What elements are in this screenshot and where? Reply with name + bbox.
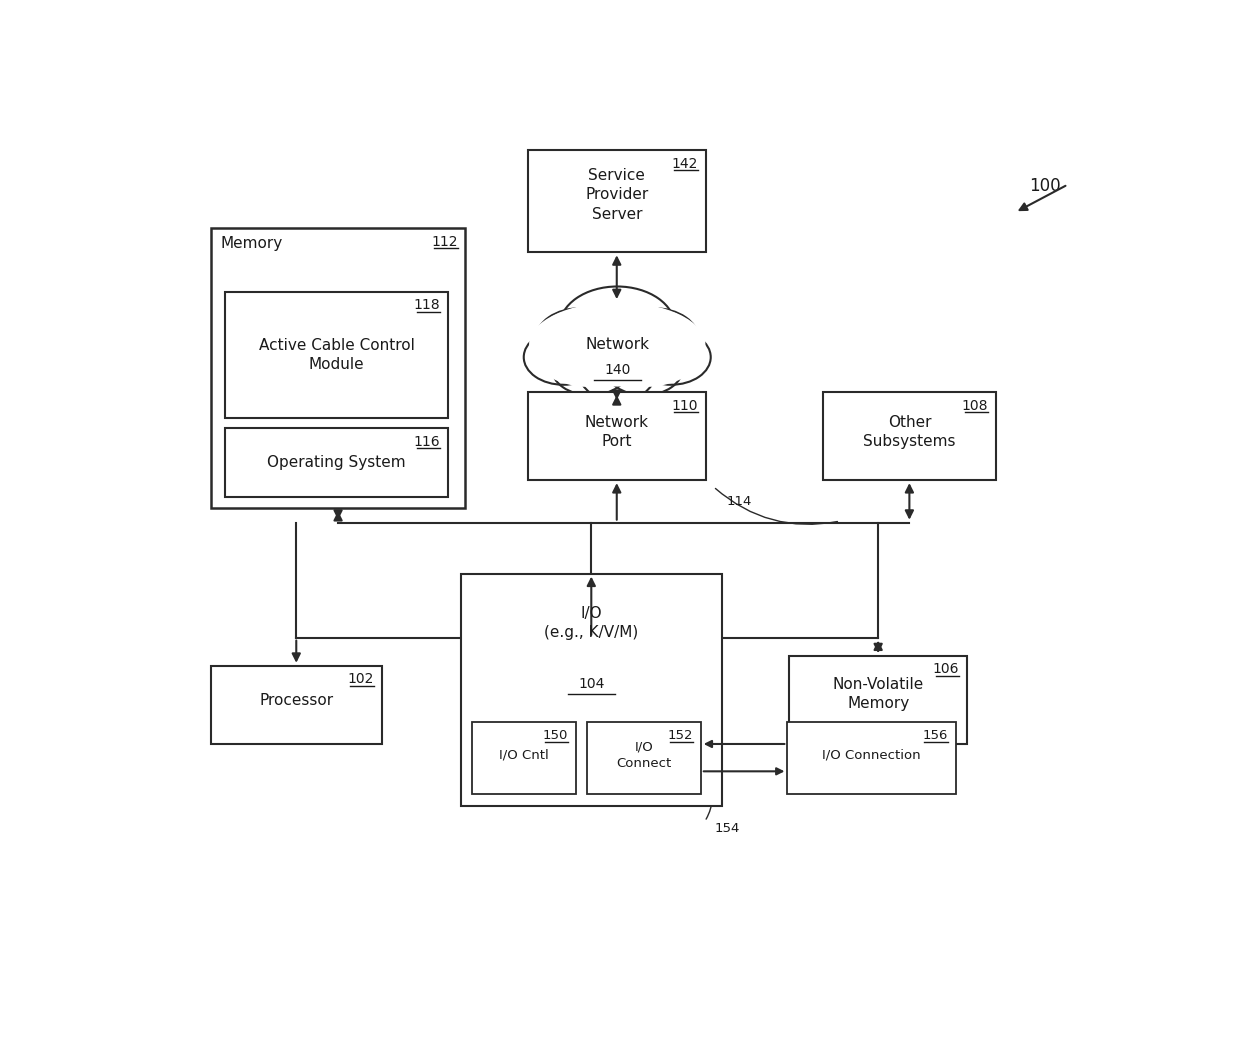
Ellipse shape <box>559 286 675 367</box>
Text: Active Cable Control
Module: Active Cable Control Module <box>259 337 414 372</box>
Text: 152: 152 <box>667 729 693 742</box>
Text: 100: 100 <box>1029 176 1061 194</box>
Text: 110: 110 <box>672 399 698 413</box>
Text: 140: 140 <box>604 363 630 377</box>
Ellipse shape <box>536 308 626 371</box>
Text: 154: 154 <box>714 821 740 835</box>
Bar <box>460 574 722 805</box>
Bar <box>226 292 448 418</box>
Ellipse shape <box>631 329 711 385</box>
Ellipse shape <box>552 342 629 395</box>
Ellipse shape <box>523 329 603 385</box>
Bar <box>472 722 575 794</box>
Text: 156: 156 <box>923 729 947 742</box>
Text: 104: 104 <box>578 677 604 691</box>
Text: 102: 102 <box>347 672 374 686</box>
Bar <box>823 392 996 481</box>
Bar <box>787 722 956 794</box>
Text: Network
Port: Network Port <box>585 415 649 449</box>
Ellipse shape <box>580 349 655 401</box>
Text: I/O
Connect: I/O Connect <box>616 740 672 770</box>
Bar <box>588 722 701 794</box>
Bar <box>528 392 706 481</box>
Text: Network: Network <box>585 337 650 352</box>
Text: 114: 114 <box>727 495 753 509</box>
Bar <box>789 656 967 744</box>
Text: Service
Provider
Server: Service Provider Server <box>585 168 649 221</box>
Text: Other
Subsystems: Other Subsystems <box>863 415 956 449</box>
Text: 112: 112 <box>432 235 458 249</box>
Bar <box>226 429 448 497</box>
Ellipse shape <box>533 318 644 387</box>
Text: 108: 108 <box>962 399 988 413</box>
Ellipse shape <box>529 302 706 386</box>
Text: I/O Connection: I/O Connection <box>822 748 921 762</box>
Ellipse shape <box>605 342 683 395</box>
Text: I/O
(e.g., K/V/M): I/O (e.g., K/V/M) <box>544 606 639 639</box>
Text: 142: 142 <box>672 157 698 170</box>
Text: 150: 150 <box>543 729 568 742</box>
Text: 118: 118 <box>414 298 440 312</box>
Ellipse shape <box>591 318 701 387</box>
Text: Operating System: Operating System <box>268 455 405 470</box>
Bar <box>528 151 706 252</box>
Bar <box>211 665 382 744</box>
Text: Processor: Processor <box>259 693 334 708</box>
Text: 116: 116 <box>414 435 440 448</box>
Bar <box>211 228 465 509</box>
Text: 106: 106 <box>932 662 960 677</box>
Text: Memory: Memory <box>221 237 283 251</box>
Text: I/O Cntl: I/O Cntl <box>500 748 549 762</box>
Text: Non-Volatile
Memory: Non-Volatile Memory <box>832 677 924 711</box>
Ellipse shape <box>609 308 699 371</box>
